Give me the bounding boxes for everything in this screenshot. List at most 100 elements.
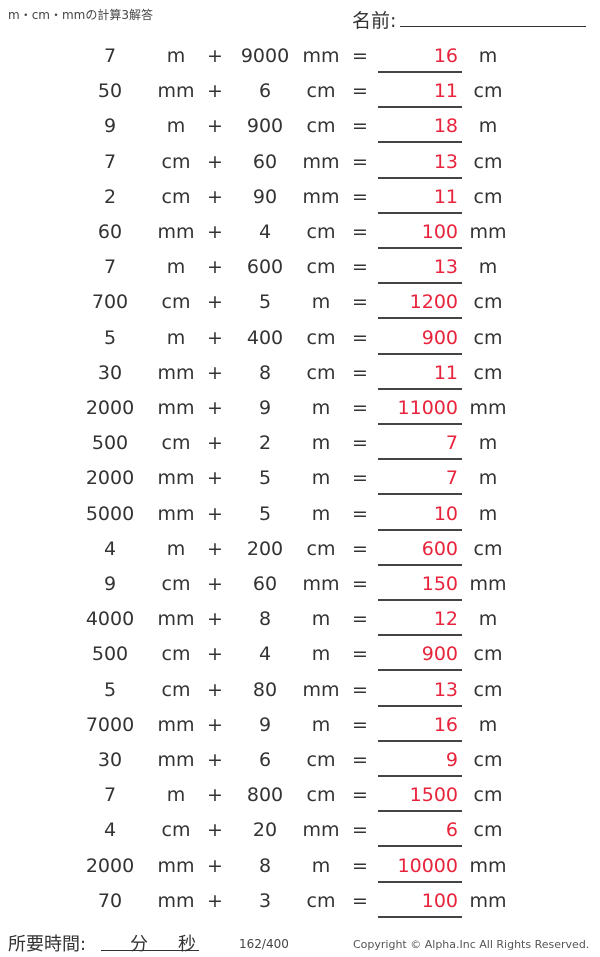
answer-line bbox=[378, 106, 462, 109]
answer-line bbox=[378, 528, 462, 531]
second-unit: mm bbox=[302, 819, 340, 842]
plus-sign: + bbox=[207, 784, 223, 807]
first-value: 4000 bbox=[85, 608, 135, 631]
first-unit: m bbox=[166, 326, 186, 349]
first-value: 7 bbox=[103, 784, 117, 807]
first-value: 4 bbox=[103, 537, 117, 560]
plus-sign: + bbox=[207, 80, 223, 103]
problem-row: 9 cm +60 mm = 150 mm bbox=[0, 567, 600, 602]
answer-line bbox=[378, 704, 462, 707]
time-field[interactable] bbox=[101, 950, 199, 951]
equals-sign: = bbox=[352, 150, 368, 173]
plus-sign: + bbox=[207, 854, 223, 877]
plus-sign: + bbox=[207, 326, 223, 349]
first-value: 50 bbox=[97, 80, 123, 103]
problem-row: 7 cm +60 mm = 13 cm bbox=[0, 145, 600, 180]
answer-value: 10000 bbox=[397, 854, 458, 877]
answer-value: 9 bbox=[445, 749, 458, 771]
first-unit: m bbox=[166, 537, 186, 560]
second-value: 200 bbox=[246, 537, 284, 560]
plus-sign: + bbox=[207, 643, 223, 666]
answer-line bbox=[378, 669, 462, 672]
problem-row: 4 cm +20 mm = 6 cm bbox=[0, 813, 600, 848]
answer-unit: m bbox=[478, 432, 498, 455]
equals-sign: = bbox=[352, 291, 368, 314]
plus-sign: + bbox=[207, 749, 223, 771]
first-unit: cm bbox=[161, 185, 191, 208]
second-unit: cm bbox=[306, 361, 336, 384]
problem-row: 4000 mm +8 m = 12 m bbox=[0, 602, 600, 637]
equals-sign: = bbox=[352, 889, 368, 912]
answer-unit: mm bbox=[469, 221, 507, 243]
second-unit: m bbox=[311, 397, 331, 419]
equals-sign: = bbox=[352, 326, 368, 349]
second-unit: m bbox=[311, 502, 331, 525]
first-unit: m bbox=[166, 45, 186, 67]
equals-sign: = bbox=[352, 537, 368, 560]
plus-sign: + bbox=[207, 150, 223, 173]
plus-sign: + bbox=[207, 819, 223, 842]
problem-row: 5 m +400 cm = 900 cm bbox=[0, 321, 600, 356]
plus-sign: + bbox=[207, 678, 223, 701]
equals-sign: = bbox=[352, 45, 368, 67]
equals-sign: = bbox=[352, 397, 368, 419]
second-value: 8 bbox=[258, 361, 272, 384]
second-value: 800 bbox=[246, 784, 284, 807]
answer-unit: m bbox=[478, 45, 498, 67]
second-value: 60 bbox=[252, 150, 278, 173]
equals-sign: = bbox=[352, 749, 368, 771]
first-value: 500 bbox=[91, 432, 129, 455]
answer-line bbox=[378, 599, 462, 601]
minutes-label: 分 bbox=[130, 934, 148, 955]
answer-unit: cm bbox=[473, 819, 503, 842]
problem-row: 7000 mm +9 m = 16 m bbox=[0, 708, 600, 743]
answer-line bbox=[378, 493, 462, 496]
plus-sign: + bbox=[207, 291, 223, 314]
plus-sign: + bbox=[207, 221, 223, 243]
answer-value: 12 bbox=[433, 608, 458, 631]
answer-unit: mm bbox=[469, 573, 507, 595]
second-unit: mm bbox=[302, 185, 340, 208]
plus-sign: + bbox=[207, 889, 223, 912]
problem-row: 70 mm +3 cm = 100 mm bbox=[0, 884, 600, 919]
first-value: 2000 bbox=[85, 397, 135, 419]
first-value: 7 bbox=[103, 45, 117, 67]
problem-row: 2000 mm +9 m = 11000 mm bbox=[0, 391, 600, 426]
second-value: 4 bbox=[258, 643, 272, 666]
answer-unit: cm bbox=[473, 643, 503, 666]
answer-unit: cm bbox=[473, 291, 503, 314]
first-unit: m bbox=[166, 115, 186, 138]
answer-line bbox=[378, 176, 462, 179]
answer-unit: cm bbox=[473, 326, 503, 349]
first-value: 2000 bbox=[85, 467, 135, 490]
first-value: 70 bbox=[97, 889, 123, 912]
answer-unit: cm bbox=[473, 749, 503, 771]
answer-value: 100 bbox=[421, 889, 458, 912]
first-value: 7000 bbox=[85, 713, 135, 736]
answer-value: 13 bbox=[433, 256, 458, 279]
second-value: 8 bbox=[258, 608, 272, 631]
answer-line bbox=[378, 880, 462, 883]
equals-sign: = bbox=[352, 608, 368, 631]
problem-row: 30 mm +6 cm = 9 cm bbox=[0, 743, 600, 778]
answer-unit: mm bbox=[469, 397, 507, 419]
equals-sign: = bbox=[352, 643, 368, 666]
answer-unit: m bbox=[478, 256, 498, 279]
second-unit: m bbox=[311, 713, 331, 736]
name-field[interactable] bbox=[400, 26, 586, 27]
equals-sign: = bbox=[352, 115, 368, 138]
problem-row: 500 cm +2 m = 7 m bbox=[0, 426, 600, 461]
answer-value: 6 bbox=[445, 819, 458, 842]
second-value: 6 bbox=[258, 749, 272, 771]
answer-line bbox=[378, 845, 462, 848]
problem-row: 500 cm +4 m = 900 cm bbox=[0, 637, 600, 672]
equals-sign: = bbox=[352, 432, 368, 455]
first-unit: cm bbox=[161, 678, 191, 701]
first-unit: mm bbox=[157, 749, 195, 771]
answer-value: 10 bbox=[433, 502, 458, 525]
answer-unit: m bbox=[478, 467, 498, 490]
answer-line bbox=[378, 352, 462, 355]
second-value: 9000 bbox=[240, 45, 290, 67]
second-unit: cm bbox=[306, 221, 336, 243]
